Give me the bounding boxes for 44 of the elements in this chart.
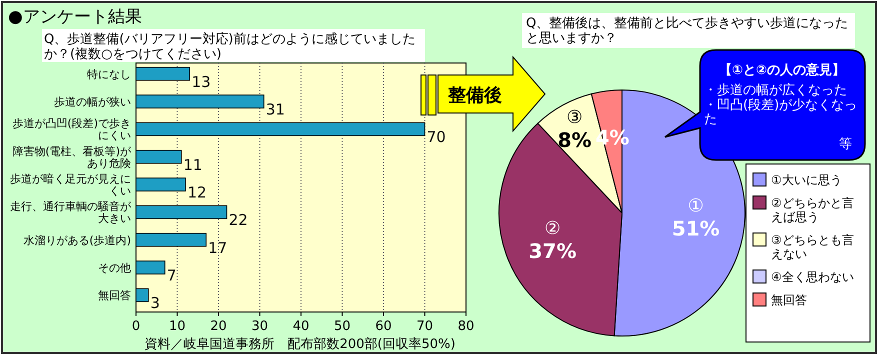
legend-label: ④全く思わない	[771, 270, 854, 284]
data-label: 17	[208, 238, 228, 257]
data-label: 12	[188, 184, 207, 202]
x-tick-label: 30	[251, 319, 268, 334]
chart-subtitle: Q、歩道整備(バリアフリー対応)前はどのように感じていましたか？(複数○をつけてください)	[44, 31, 416, 62]
chart-title: ●アンケート結果	[8, 7, 142, 27]
data-label: ② 37%	[528, 218, 576, 263]
data-label: 3	[150, 294, 160, 312]
data-label: 11	[183, 156, 202, 174]
y-tick-label: 無回答	[98, 289, 131, 302]
data-label: 13	[192, 72, 211, 91]
x-tick-label: 50	[334, 319, 351, 334]
y-tick-label: 歩道の幅が狭い	[54, 96, 131, 108]
x-tick-label: 80	[458, 319, 474, 334]
y-tick-label: 水溜りがある(歩道内)	[23, 234, 131, 247]
text: 【①と②の人の意見】	[718, 62, 846, 78]
text: ・凹凸(段差)が少なくなった	[704, 98, 858, 127]
text: 資料／岐阜国道事務所 配布部数200部(回収率50%)	[144, 336, 456, 352]
data-label: 31	[266, 100, 285, 118]
x-tick-label: 40	[292, 319, 310, 334]
y-tick-label: 障害物(電柱、看板等)があり危険	[12, 144, 132, 170]
y-tick-label: 歩道が暗く足元が見えにくい	[10, 172, 131, 198]
data-label: 70	[426, 128, 446, 146]
data-label: ① 51%	[672, 195, 720, 240]
legend-label: 無回答	[771, 293, 807, 307]
data-label: 22	[228, 211, 248, 230]
legend-label: ③どちらとも言えない	[771, 233, 854, 261]
text: ・歩道の幅が広くなった	[704, 82, 847, 98]
y-tick-label: 特になし	[87, 68, 131, 81]
y-tick-label: 歩道が凸凹(段差)で歩きにくい	[12, 117, 131, 142]
text: 等	[839, 137, 852, 152]
x-tick-label: 60	[375, 319, 392, 334]
x-tick-label: 70	[416, 319, 434, 334]
y-tick-label: その他	[98, 262, 131, 274]
data-label: 7	[166, 266, 176, 284]
x-tick-label: 20	[210, 319, 227, 334]
chart-title: Q、整備後は、整備前と比べて歩きやすい歩道になったと思いますか？	[526, 16, 848, 46]
y-tick-label: 走行、通行車輌の騒音が大きい	[10, 200, 132, 226]
legend-label: ①大いに思う	[771, 173, 842, 187]
legend-label: ②どちらかと言えば思う	[771, 196, 854, 224]
annotation: 整備後	[447, 85, 502, 106]
x-tick-label: 10	[168, 319, 186, 334]
data-label: ③ 8%	[558, 106, 592, 152]
x-tick-label: 0	[132, 319, 140, 334]
